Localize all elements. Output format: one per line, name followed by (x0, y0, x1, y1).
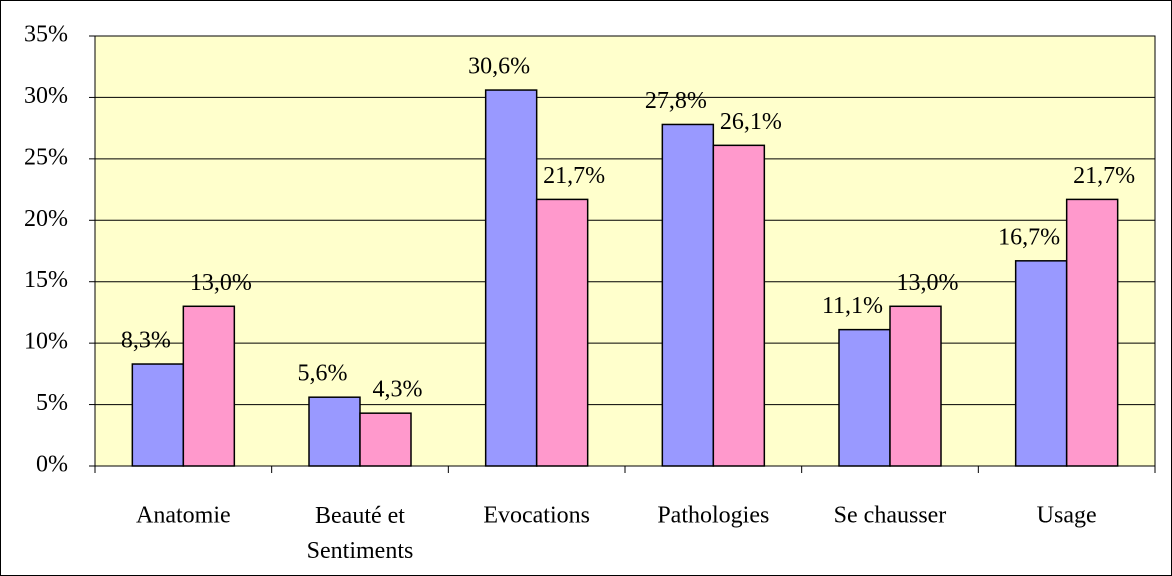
bar (889, 305, 942, 467)
bar (359, 412, 412, 467)
y-tick-label: 20% (24, 206, 68, 232)
value-label: 16,7% (998, 224, 1060, 250)
value-label: 26,1% (720, 109, 782, 135)
x-tick-label: Evocations (483, 503, 590, 529)
bar (661, 123, 715, 467)
value-label: 27,8% (645, 88, 707, 114)
value-label: 13,0% (190, 270, 252, 296)
y-tick-label: 15% (24, 267, 68, 293)
x-tick-label: Anatomie (136, 503, 231, 529)
bar (1065, 198, 1119, 467)
y-tick-label: 25% (24, 144, 68, 170)
x-tick-label: Se chausser (834, 503, 947, 529)
bar (1014, 260, 1068, 467)
value-label: 4,3% (373, 377, 423, 403)
value-label: 30,6% (468, 54, 530, 80)
bar (131, 363, 185, 467)
y-tick-label: 0% (36, 452, 68, 478)
value-label: 8,3% (121, 328, 171, 354)
y-tick-label: 10% (24, 329, 68, 355)
value-label: 13,0% (897, 270, 959, 296)
x-tick-label: Usage (1037, 503, 1097, 529)
y-tick-label: 30% (24, 83, 68, 109)
bar (182, 305, 236, 467)
bar (838, 328, 891, 467)
value-label: 5,6% (298, 361, 348, 387)
x-tick-label: Beauté et Sentiments (307, 503, 414, 564)
value-label: 21,7% (543, 163, 605, 189)
plot-area (95, 36, 1155, 466)
value-label: 21,7% (1073, 163, 1135, 189)
y-tick-label: 5% (36, 390, 68, 416)
x-tick-label-line: Sentiments (307, 538, 414, 564)
bar (535, 198, 589, 467)
bar (712, 144, 766, 467)
bar (308, 396, 361, 467)
x-tick-label: Pathologies (657, 503, 769, 529)
x-tick-label-line: Beauté et (315, 503, 405, 529)
value-label: 11,1% (822, 293, 883, 319)
bar (484, 89, 538, 467)
y-tick-label: 35% (24, 22, 68, 48)
